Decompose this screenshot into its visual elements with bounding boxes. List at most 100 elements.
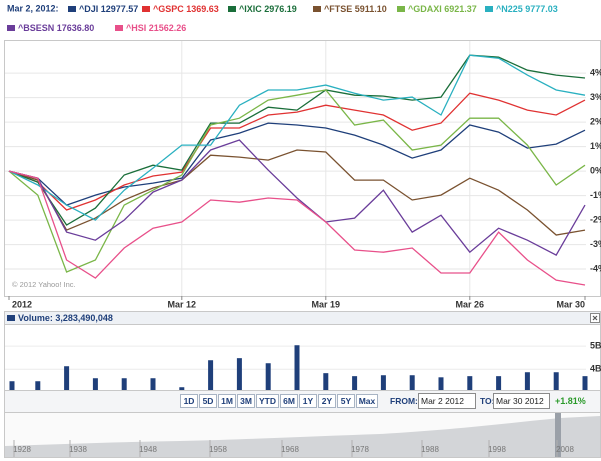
- volume-bar: [294, 345, 300, 390]
- range-button[interactable]: [256, 394, 279, 408]
- y-tick-label: 3%: [590, 92, 601, 102]
- volume-bar: [265, 363, 271, 390]
- series-line: [8, 92, 586, 211]
- range-button-label[interactable]: Max: [359, 396, 376, 406]
- range-button[interactable]: [180, 394, 198, 408]
- range-button-label[interactable]: 2Y: [322, 396, 333, 406]
- volume-bar: [64, 366, 70, 390]
- timeline-label: 1948: [139, 445, 157, 454]
- volume-bar: [150, 378, 156, 390]
- volume-bar: [467, 376, 473, 390]
- range-button-label[interactable]: 1D: [184, 396, 195, 406]
- legend-swatch: [7, 25, 15, 31]
- volume-bar: [352, 376, 358, 390]
- range-button-label[interactable]: 3M: [240, 396, 252, 406]
- y-tick-label: -2%: [590, 214, 601, 224]
- volume-bar: [553, 372, 559, 390]
- from-input[interactable]: [418, 393, 476, 409]
- copyright: © 2012 Yahoo! Inc.: [12, 280, 76, 289]
- timeline-label: 1998: [488, 445, 506, 454]
- timeline-label: 1978: [351, 445, 369, 454]
- range-button[interactable]: [356, 394, 378, 408]
- range-button[interactable]: [280, 394, 298, 408]
- legend-label: ^N225 9777.03: [496, 4, 558, 14]
- range-button[interactable]: [218, 394, 236, 408]
- range-button[interactable]: [318, 394, 336, 408]
- y-tick-label: -1%: [590, 190, 601, 200]
- range-button[interactable]: [337, 394, 355, 408]
- range-button-label[interactable]: YTD: [259, 396, 276, 406]
- series-line: [8, 170, 586, 286]
- legend-label: ^HSI 21562.26: [126, 23, 186, 33]
- volume-bar: [524, 372, 530, 390]
- close-icon: [592, 315, 598, 321]
- range-button[interactable]: [237, 394, 255, 408]
- y-tick-label: 4B: [590, 364, 601, 374]
- legend-swatch: [142, 6, 150, 12]
- volume-legend-swatch: [7, 315, 15, 321]
- to-value[interactable]: Mar 30 2012: [496, 396, 544, 406]
- volume-bar: [208, 360, 214, 390]
- y-tick-label: 0%: [590, 165, 601, 175]
- legend-label: ^BSESN 17636.80: [18, 23, 94, 33]
- y-tick-label: 5B: [590, 341, 601, 351]
- volume-bar: [323, 373, 329, 390]
- legend-swatch: [313, 6, 321, 12]
- range-button-label[interactable]: 5Y: [341, 396, 352, 406]
- volume-bar: [438, 377, 444, 390]
- from-label: FROM:: [390, 396, 418, 406]
- x-tick-label: Mar 12: [168, 299, 197, 309]
- x-tick-label: Mar 26: [456, 299, 485, 309]
- volume-bar: [179, 387, 185, 390]
- y-tick-label: 1%: [590, 141, 601, 151]
- x-tick-label: Mar 19: [312, 299, 341, 309]
- y-tick-label: 2%: [590, 116, 601, 126]
- x-tick-label: 2012: [12, 299, 32, 309]
- legend-label: ^GDAXI 6921.37: [408, 4, 477, 14]
- timeline-area: [5, 416, 600, 457]
- legend-label: ^IXIC 2976.19: [239, 4, 297, 14]
- volume-bar: [380, 375, 386, 390]
- legend-label: ^FTSE 5911.10: [324, 4, 387, 14]
- series-line: [8, 54, 586, 226]
- y-tick-label: -3%: [590, 239, 601, 249]
- volume-title: Volume: 3,283,490,048: [18, 313, 113, 323]
- legend-swatch: [68, 6, 76, 12]
- legend-date: Mar 2, 2012:: [7, 3, 59, 13]
- change-value: +1.81%: [555, 396, 586, 406]
- legend-swatch: [397, 6, 405, 12]
- x-tick-label: Mar 30: [556, 299, 585, 309]
- volume-bar: [35, 381, 41, 390]
- volume-bar: [236, 358, 242, 390]
- volume-bar: [496, 376, 502, 390]
- timeline-label: 1928: [13, 445, 31, 454]
- range-button[interactable]: [299, 394, 317, 408]
- series-line: [8, 149, 586, 236]
- legend-swatch: [228, 6, 236, 12]
- series-line: [8, 89, 586, 273]
- to-input[interactable]: [493, 393, 550, 409]
- volume-bar: [582, 376, 588, 390]
- timeline-label: 1938: [69, 445, 87, 454]
- range-button-label[interactable]: 6M: [283, 396, 295, 406]
- y-tick-label: 4%: [590, 67, 601, 77]
- volume-bar: [9, 381, 15, 390]
- range-button-label[interactable]: 1M: [221, 396, 233, 406]
- series-line: [8, 139, 586, 256]
- y-tick-label: -4%: [590, 263, 601, 273]
- plot-frame: [4, 40, 601, 297]
- to-label: TO:: [480, 396, 495, 406]
- range-button-label[interactable]: 1Y: [303, 396, 314, 406]
- range-button[interactable]: [199, 394, 217, 408]
- from-value[interactable]: Mar 2 2012: [421, 396, 464, 406]
- legend-swatch: [115, 25, 123, 31]
- range-button-label[interactable]: 5D: [203, 396, 214, 406]
- timeline-label: 1968: [281, 445, 299, 454]
- volume-bar: [409, 375, 415, 390]
- timeline-label: 1988: [421, 445, 439, 454]
- volume-bar: [92, 378, 98, 390]
- series-line: [8, 122, 586, 206]
- timeline-handle[interactable]: [555, 413, 561, 457]
- legend-swatch: [485, 6, 493, 12]
